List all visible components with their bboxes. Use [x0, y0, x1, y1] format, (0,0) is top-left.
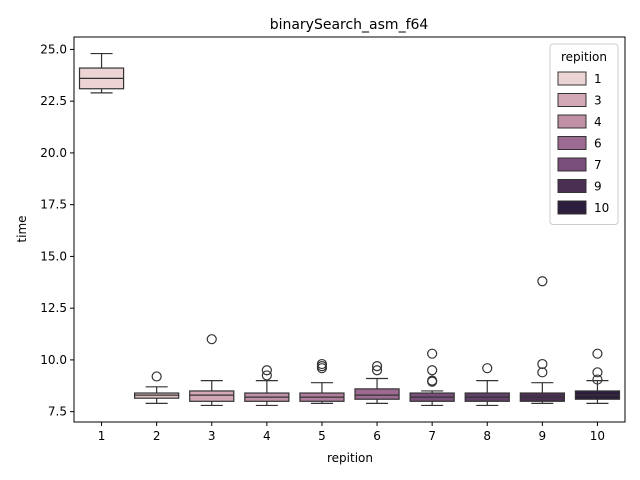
y-tick-label: 17.5: [40, 198, 67, 212]
legend-label: 10: [594, 201, 609, 215]
legend-swatch: [557, 157, 587, 172]
outlier-point: [206, 334, 217, 345]
outlier-point: [371, 361, 383, 372]
legend-label: 6: [594, 137, 602, 151]
x-tick-label: 3: [208, 429, 216, 443]
legend-label: 1: [594, 72, 602, 86]
legend-swatch: [557, 71, 587, 86]
box-group-5: [299, 358, 345, 404]
legend-swatch: [557, 136, 587, 150]
y-tick-label: 10.0: [40, 353, 67, 367]
box-group-3: [189, 334, 235, 407]
legend-frame: [549, 43, 619, 225]
outlier-point: [371, 365, 383, 376]
box-group-8: [464, 363, 510, 407]
legend-swatch: [557, 200, 587, 215]
outlier-point: [316, 358, 328, 370]
x-tick-label: 7: [428, 429, 436, 443]
legend-title: repition: [561, 50, 607, 64]
x-axis-label: repition: [327, 451, 373, 465]
outlier-point: [592, 348, 603, 359]
x-tick-label: 8: [483, 429, 491, 443]
x-tick-label: 2: [153, 429, 161, 443]
legend-label: 4: [594, 115, 602, 129]
box-group-6: [354, 361, 400, 404]
outlier-point: [316, 361, 328, 372]
x-tick-label: 6: [373, 429, 381, 443]
box-group-2: [134, 371, 180, 404]
box-group-4: [244, 365, 290, 407]
box-group-10: [574, 348, 621, 404]
y-tick-label: 22.5: [40, 94, 67, 108]
x-tick-label: 5: [318, 429, 326, 443]
outlier-point: [151, 371, 162, 382]
legend-label: 7: [594, 158, 602, 172]
outlier-point: [537, 276, 548, 287]
legend: repition 1 3 4 6 7 9 10: [549, 43, 619, 225]
y-tick-label: 25.0: [40, 42, 67, 56]
box-iqr: [189, 390, 235, 402]
y-tick-label: 7.5: [48, 405, 67, 419]
y-axis-label: time: [15, 215, 29, 242]
y-tick-label: 12.5: [40, 301, 67, 315]
outlier-point: [592, 374, 603, 385]
x-tick-label: 4: [263, 429, 271, 443]
x-tick-label: 9: [539, 429, 547, 443]
outlier-point: [261, 365, 272, 376]
outlier-point: [427, 348, 438, 359]
y-tick-label: 15.0: [40, 249, 67, 263]
plot-frame: [73, 36, 626, 423]
chart-title: binarySearch_asm_f64: [270, 17, 429, 33]
outlier-point: [537, 367, 548, 378]
outlier-point: [427, 375, 438, 386]
legend-label: 9: [594, 180, 602, 194]
x-tick-label: 1: [98, 429, 106, 443]
outlier-point: [592, 367, 603, 378]
legend-swatch: [557, 179, 587, 193]
plot-area: 7.5 10.0 12.5 15.0 17.5 20.0 22.5 25.0 1 2 3 4 5 6 7 8 9…: [40, 36, 626, 443]
outlier-point: [261, 370, 272, 381]
box-iqr: [354, 388, 400, 400]
legend-swatch: [557, 114, 587, 129]
outlier-point: [537, 358, 548, 370]
outlier-point: [427, 365, 438, 376]
x-tick-label: 10: [590, 429, 605, 443]
legend-swatch: [557, 93, 587, 107]
y-tick-label: 20.0: [40, 146, 67, 160]
outlier-point: [482, 363, 493, 374]
box-group-7: [409, 348, 455, 407]
legend-label: 3: [594, 94, 602, 108]
box-group-9: [519, 276, 565, 404]
box-group-1: [78, 52, 125, 94]
